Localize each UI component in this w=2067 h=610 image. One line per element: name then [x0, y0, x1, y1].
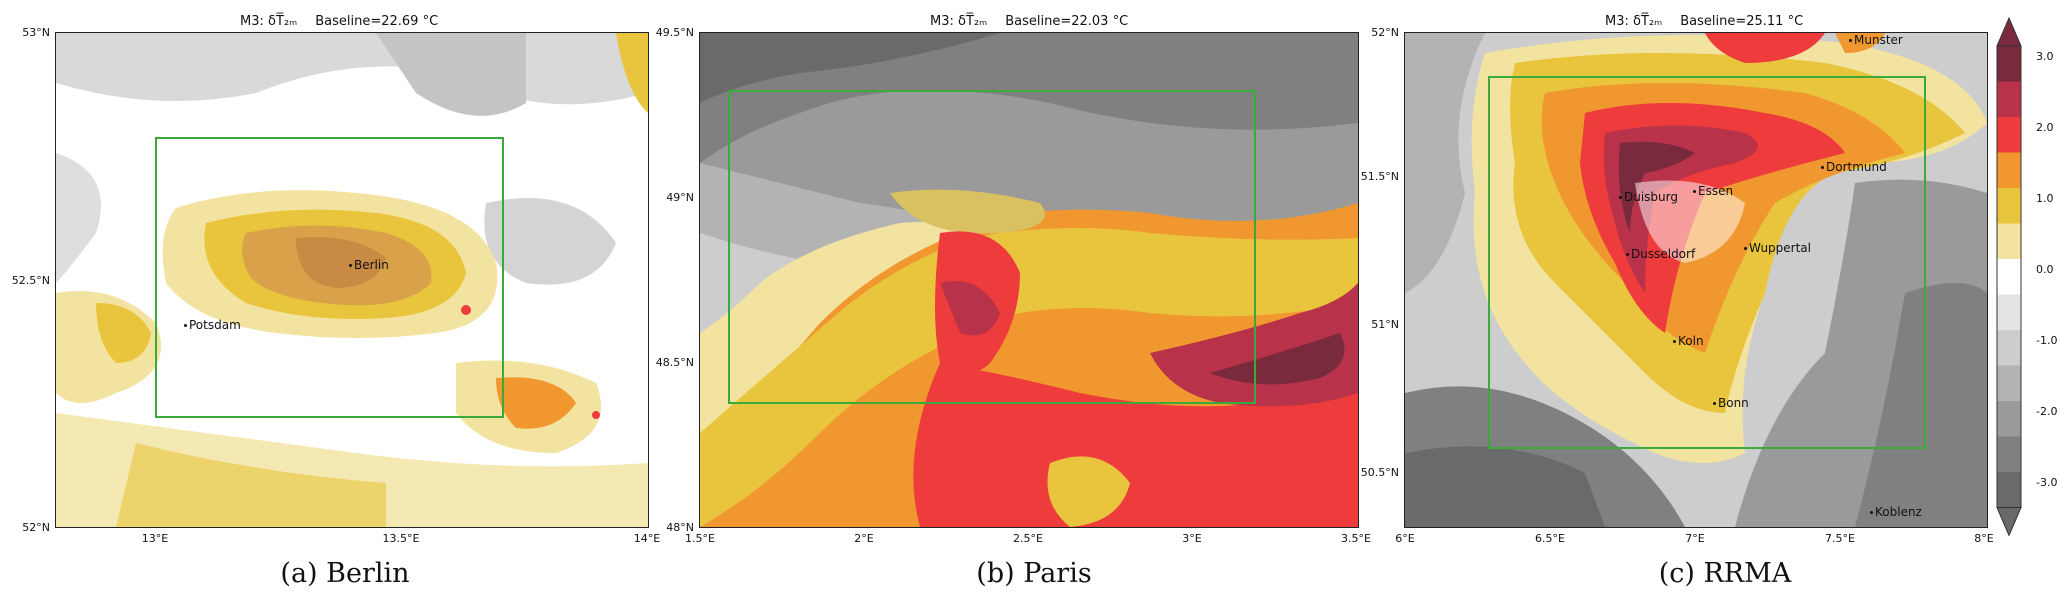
- study-area-box: [728, 90, 1256, 404]
- colorbar-segment: [1997, 81, 2021, 117]
- colorbar-tick: 3.0: [2036, 50, 2054, 63]
- x-tick: 2.5°E: [1013, 532, 1043, 545]
- city-label: Berlin: [349, 258, 389, 272]
- panel-caption: (c) RRMA: [1658, 558, 1792, 589]
- temperature-field: [1405, 33, 1987, 527]
- colorbar-tick: 2.0: [2036, 121, 2054, 134]
- colorbar-tick: -1.0: [2036, 334, 2058, 347]
- colorbar-segment: [1997, 472, 2021, 508]
- x-tick: 13°E: [141, 532, 169, 545]
- colorbar-segment: [1997, 294, 2021, 330]
- city-label: Munster: [1849, 33, 1903, 47]
- map-paris: [699, 32, 1359, 528]
- y-tick: 53°N: [22, 26, 50, 39]
- y-tick: 51°N: [1371, 318, 1399, 331]
- map-berlin: Berlin Potsdam: [55, 32, 649, 528]
- x-tick: 2°E: [854, 532, 874, 545]
- colorbar-tick: -2.0: [2036, 405, 2058, 418]
- colorbar-scale: [1996, 16, 2022, 536]
- y-tick: 52°N: [1371, 26, 1399, 39]
- x-tick: 1.5°E: [685, 532, 715, 545]
- colorbar-segment: [1997, 117, 2021, 153]
- city-label: Koblenz: [1870, 505, 1922, 519]
- x-tick: 8°E: [1974, 532, 1994, 545]
- colorbar-segment: [1997, 152, 2021, 188]
- colorbar-tick: -3.0: [2036, 476, 2058, 489]
- city-label: Koln: [1673, 334, 1704, 348]
- x-tick: 3.5°E: [1341, 532, 1371, 545]
- city-label: Dortmund: [1821, 160, 1887, 174]
- temperature-field: [700, 33, 1358, 527]
- colorbar-segment: [1997, 330, 2021, 366]
- colorbar-segment: [1997, 223, 2021, 259]
- x-tick: 7.5°E: [1825, 532, 1855, 545]
- city-label: Duisburg: [1619, 190, 1678, 204]
- colorbar-segment: [1997, 365, 2021, 401]
- x-tick: 7°E: [1685, 532, 1705, 545]
- colorbar-segment: [1997, 46, 2021, 82]
- panel-title: M3: δT̅₂ₘ Baseline=25.11 °C: [1605, 14, 1804, 29]
- temperature-field: [56, 33, 648, 527]
- y-tick: 51.5°N: [1360, 170, 1399, 183]
- city-label: Wuppertal: [1744, 241, 1811, 255]
- city-label: Potsdam: [184, 318, 241, 332]
- map-rrma: Munster Dortmund Duisburg Essen Dusseldo…: [1404, 32, 1988, 528]
- city-label: Essen: [1693, 184, 1733, 198]
- panel-title: M3: δT̅₂ₘ Baseline=22.69 °C: [240, 14, 439, 29]
- study-area-box: [155, 137, 504, 418]
- city-label: Dusseldorf: [1626, 247, 1695, 261]
- y-tick: 48°N: [666, 521, 694, 534]
- city-label: Bonn: [1713, 396, 1749, 410]
- colorbar-segment: [1997, 401, 2021, 437]
- x-tick: 13.5°E: [382, 532, 420, 545]
- panel-title: M3: δT̅₂ₘ Baseline=22.03 °C: [930, 14, 1129, 29]
- panel-caption: (a) Berlin: [280, 558, 410, 589]
- x-tick: 6.5°E: [1535, 532, 1565, 545]
- y-tick: 50.5°N: [1360, 466, 1399, 479]
- y-tick: 52°N: [22, 521, 50, 534]
- colorbar-segment: [1997, 259, 2021, 295]
- colorbar-segment: [1997, 188, 2021, 224]
- colorbar-tick: 1.0: [2036, 192, 2054, 205]
- study-area-box: [1488, 76, 1926, 449]
- x-tick: 6°E: [1395, 532, 1415, 545]
- y-tick: 52.5°N: [11, 274, 50, 287]
- x-tick: 3°E: [1182, 532, 1202, 545]
- panel-caption: (b) Paris: [976, 558, 1092, 589]
- y-tick: 49.5°N: [655, 26, 694, 39]
- x-tick: 14°E: [633, 532, 661, 545]
- colorbar-segment: [1997, 436, 2021, 472]
- y-tick: 49°N: [666, 191, 694, 204]
- colorbar-extend-top: [1996, 16, 2022, 47]
- colorbar-frame: [1996, 45, 2022, 508]
- colorbar-tick: 0.0: [2036, 263, 2054, 276]
- y-tick: 48.5°N: [655, 356, 694, 369]
- colorbar-extend-bottom: [1996, 507, 2022, 536]
